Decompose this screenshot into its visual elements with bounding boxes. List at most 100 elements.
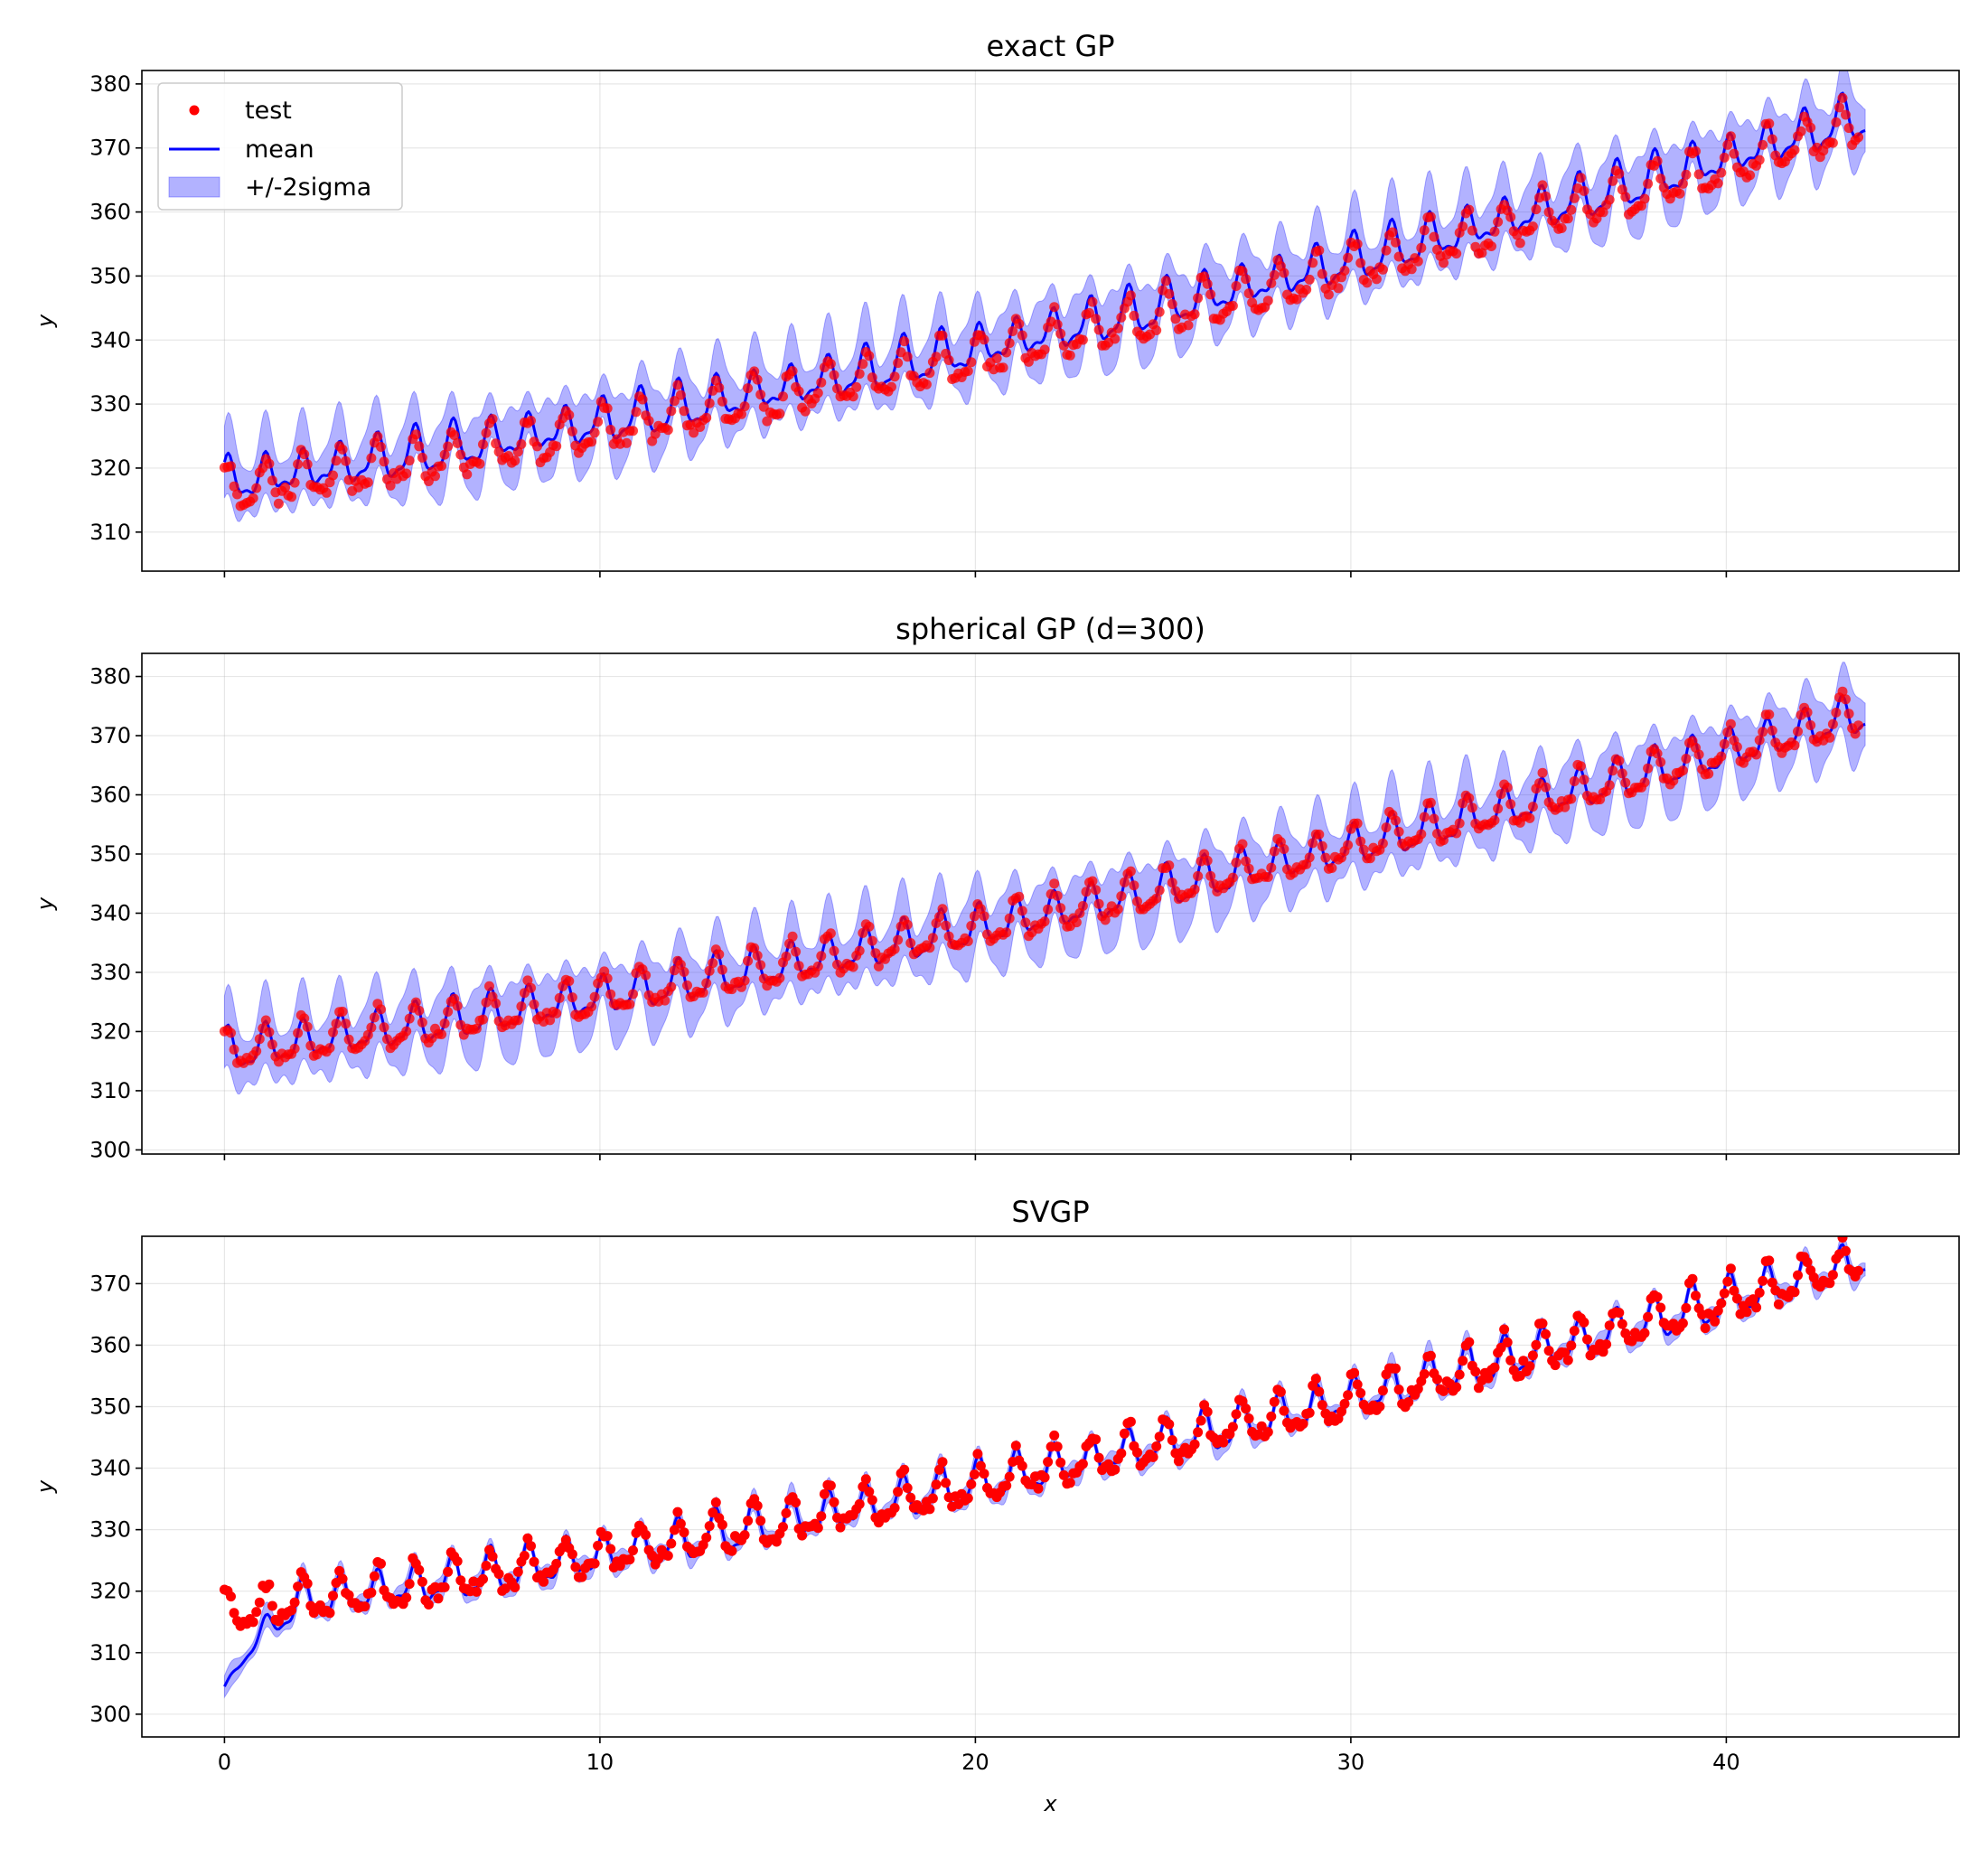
test-point: [1719, 738, 1730, 749]
test-point: [1796, 126, 1806, 136]
test-point: [1008, 326, 1018, 336]
test-point: [1058, 340, 1069, 351]
test-point: [1320, 852, 1331, 863]
test-point: [1543, 1346, 1554, 1356]
test-point: [522, 1533, 533, 1544]
test-point: [1541, 191, 1551, 202]
test-point: [975, 1460, 986, 1471]
test-point: [1483, 1373, 1494, 1384]
test-point: [1119, 1428, 1130, 1439]
test-point: [1279, 1405, 1289, 1416]
test-point: [867, 372, 877, 383]
test-point: [414, 1564, 425, 1575]
test-point: [1049, 1430, 1060, 1441]
test-point: [1439, 258, 1449, 268]
test-point: [1614, 756, 1625, 766]
test-point: [1537, 1319, 1548, 1328]
test-point: [941, 1478, 952, 1488]
test-point: [1598, 207, 1608, 218]
x-tick-label: 0: [218, 1750, 231, 1775]
test-point: [1151, 893, 1162, 904]
test-point: [962, 936, 973, 946]
test-point: [229, 481, 239, 492]
test-point: [302, 1021, 313, 1032]
test-point: [1541, 1328, 1551, 1339]
test-point: [376, 1004, 386, 1015]
test-point: [1454, 818, 1465, 829]
test-point: [1112, 904, 1123, 915]
test-point: [1371, 274, 1382, 285]
test-point: [991, 353, 1002, 363]
test-point: [593, 417, 604, 427]
test-point: [589, 427, 600, 438]
test-point: [1352, 818, 1363, 829]
test-point: [551, 1008, 562, 1018]
test-point: [1617, 1319, 1627, 1329]
test-point: [1639, 1328, 1650, 1338]
legend: test mean +/-2sigma: [157, 82, 403, 211]
test-point: [924, 368, 935, 379]
test-point: [1014, 891, 1025, 902]
test-point: [1077, 1459, 1088, 1469]
test-point: [1569, 1326, 1580, 1337]
test-point: [1151, 1441, 1162, 1451]
test-point: [1243, 1413, 1254, 1424]
test-point: [570, 1562, 581, 1572]
test-point: [474, 458, 485, 469]
test-point: [1339, 266, 1350, 276]
test-point: [637, 394, 648, 405]
test-point: [226, 461, 236, 472]
test-point: [774, 972, 785, 983]
test-point: [701, 1532, 712, 1543]
test-point: [1193, 293, 1204, 304]
test-point: [1093, 898, 1104, 909]
test-point: [293, 459, 304, 470]
test-point: [1352, 1379, 1363, 1390]
y-axis-label: y: [33, 896, 58, 911]
test-point: [752, 1500, 763, 1511]
test-point: [1560, 1347, 1571, 1358]
test-point: [1566, 204, 1577, 215]
test-point: [1802, 1257, 1813, 1268]
test-point: [1193, 870, 1204, 881]
test-point: [1110, 1464, 1121, 1475]
test-point: [893, 1487, 904, 1497]
test-point: [478, 1573, 488, 1584]
test-point: [743, 1516, 754, 1526]
test-point: [1467, 802, 1477, 813]
test-point: [366, 1587, 377, 1598]
test-point: [410, 429, 421, 440]
test-point: [1566, 793, 1577, 804]
test-point: [280, 482, 290, 493]
test-point: [1575, 173, 1586, 183]
test-point: [771, 1536, 782, 1547]
y-tick-label: 380: [89, 664, 131, 690]
test-point: [1327, 863, 1337, 873]
test-point: [1154, 306, 1165, 317]
test-point: [937, 1457, 948, 1468]
test-point: [1077, 334, 1088, 345]
test-point: [379, 1022, 389, 1033]
test-point: [1604, 194, 1615, 205]
test-point: [749, 943, 760, 953]
test-point: [1087, 876, 1098, 887]
test-point: [410, 997, 421, 1008]
test-point: [860, 1474, 871, 1485]
test-point: [1731, 1293, 1742, 1304]
test-point: [660, 995, 670, 1006]
test-point: [264, 458, 275, 469]
test-point: [439, 449, 450, 460]
test-point: [749, 366, 760, 377]
test-point: [848, 391, 858, 402]
test-point: [1579, 774, 1589, 785]
test-point: [1674, 188, 1685, 199]
test-point: [1091, 314, 1102, 324]
test-point: [1681, 169, 1692, 180]
test-point: [1227, 872, 1238, 883]
test-point: [532, 441, 542, 452]
test-point: [1266, 862, 1277, 873]
axes-frame: [141, 70, 1960, 572]
test-point: [689, 427, 699, 438]
test-point: [854, 1498, 865, 1509]
